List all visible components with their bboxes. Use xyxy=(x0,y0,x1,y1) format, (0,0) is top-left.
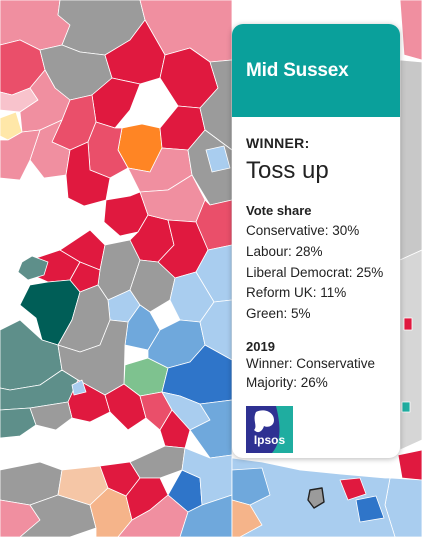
history-majority: Majority: 26% xyxy=(246,374,328,390)
vote-share-conservative: Conservative: 30% xyxy=(246,223,360,238)
region-small-teal-dot[interactable] xyxy=(401,401,411,413)
vote-share-heading: Vote share xyxy=(246,203,312,218)
region-sussex-red[interactable] xyxy=(339,477,367,501)
history-winner: Winner: Conservative xyxy=(246,355,376,371)
region-surrey-blue[interactable] xyxy=(231,467,271,506)
region-wales-small-blue[interactable] xyxy=(71,379,87,396)
vote-share-reform: Reform UK: 11% xyxy=(246,285,347,301)
region-conwy-red[interactable] xyxy=(69,261,101,293)
vote-share-green: Green: 5% xyxy=(246,306,311,322)
tooltip-body: WINNER: Toss up Vote share Conservative:… xyxy=(232,135,400,453)
region-anglesey-grey[interactable] xyxy=(17,255,49,281)
region-sussex-peach[interactable] xyxy=(231,499,263,537)
region-powys-tossup[interactable] xyxy=(57,319,129,396)
vote-share-list: Conservative: 30% Labour: 28% Liberal De… xyxy=(246,221,386,325)
region-cornwall-tossup[interactable] xyxy=(19,494,97,537)
region-mid-sussex[interactable] xyxy=(307,487,325,509)
region-kent-coast-blue[interactable] xyxy=(355,495,385,523)
region-north-coast-lean[interactable] xyxy=(0,129,41,181)
region-lincoln-south-blue[interactable] xyxy=(205,145,231,173)
region-norfolk-edge[interactable] xyxy=(399,249,422,451)
winner-label: WINNER: xyxy=(246,135,310,151)
region-bristol-red[interactable] xyxy=(159,409,191,449)
history-year-heading: 2019 xyxy=(246,338,275,354)
tooltip-header: Mid Sussex xyxy=(232,24,400,117)
region-solent-lean[interactable] xyxy=(117,494,189,537)
winner-value: Toss up xyxy=(246,157,329,184)
vote-share-labour: Labour: 28% xyxy=(246,243,323,259)
constituency-tooltip: Mid Sussex WINNER: Toss up Vote share Co… xyxy=(232,24,400,458)
ipsos-logo: Ipsos xyxy=(246,405,293,453)
region-kent-edge-red[interactable] xyxy=(397,449,422,481)
vote-share-lib-dem: Liberal Democrat: 25% xyxy=(246,264,384,280)
constituency-name: Mid Sussex xyxy=(246,59,349,81)
region-east-edge-lean[interactable] xyxy=(399,0,422,61)
region-pembroke-teal[interactable] xyxy=(0,407,37,439)
region-cheshire-red[interactable] xyxy=(65,141,111,207)
region-west-wales-tossup[interactable] xyxy=(29,401,73,431)
region-east-edge-grey[interactable] xyxy=(399,59,422,261)
region-small-red-dots[interactable] xyxy=(403,317,413,331)
ipsos-logo-text: Ipsos xyxy=(254,433,286,447)
